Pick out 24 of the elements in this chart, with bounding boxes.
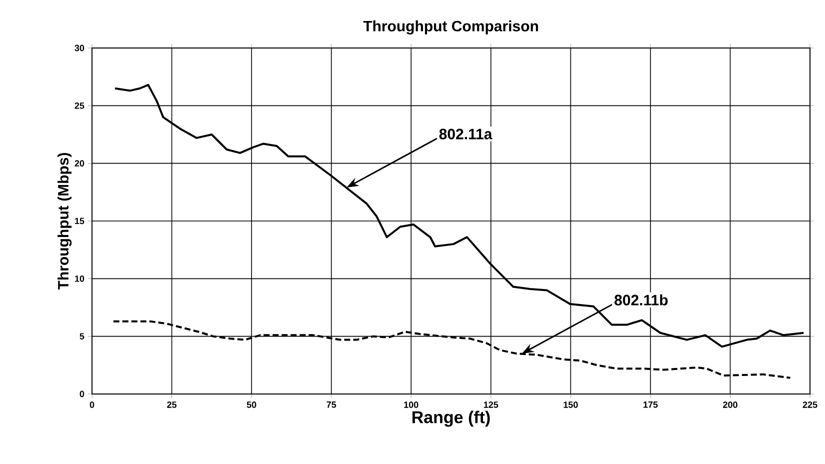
x-tick-label: 100 — [404, 402, 418, 408]
annotation: 802.11b — [614, 294, 668, 306]
x-tick-label: 75 — [326, 402, 336, 408]
annotation: 802.11a — [439, 128, 492, 140]
y-tick-label: 0 — [80, 390, 84, 398]
x-axis-title: Range (ft) — [412, 410, 490, 427]
chart-title: Throughput Comparison — [363, 20, 538, 34]
x-tick-label: 175 — [644, 402, 658, 408]
y-axis-title: Throughput (Mbps) — [58, 153, 72, 290]
y-tick-label: 10 — [75, 275, 84, 282]
x-tick-label: 200 — [723, 402, 738, 408]
line-series — [112, 320, 792, 379]
y-tick-label: 5 — [80, 333, 84, 340]
x-tick-label: 25 — [167, 402, 177, 408]
y-tick-label: 20 — [74, 160, 84, 167]
y-tick-label: 15 — [75, 218, 84, 224]
y-tick-label: 30 — [74, 44, 84, 52]
x-tick-label: 50 — [246, 402, 256, 408]
x-tick-label: 150 — [564, 402, 578, 408]
x-tick-label: 225 — [802, 402, 818, 408]
y-tick-label: 25 — [74, 102, 84, 109]
x-tick-label: 125 — [484, 402, 498, 408]
line-series — [114, 84, 805, 348]
x-tick-label: 0 — [90, 402, 94, 408]
